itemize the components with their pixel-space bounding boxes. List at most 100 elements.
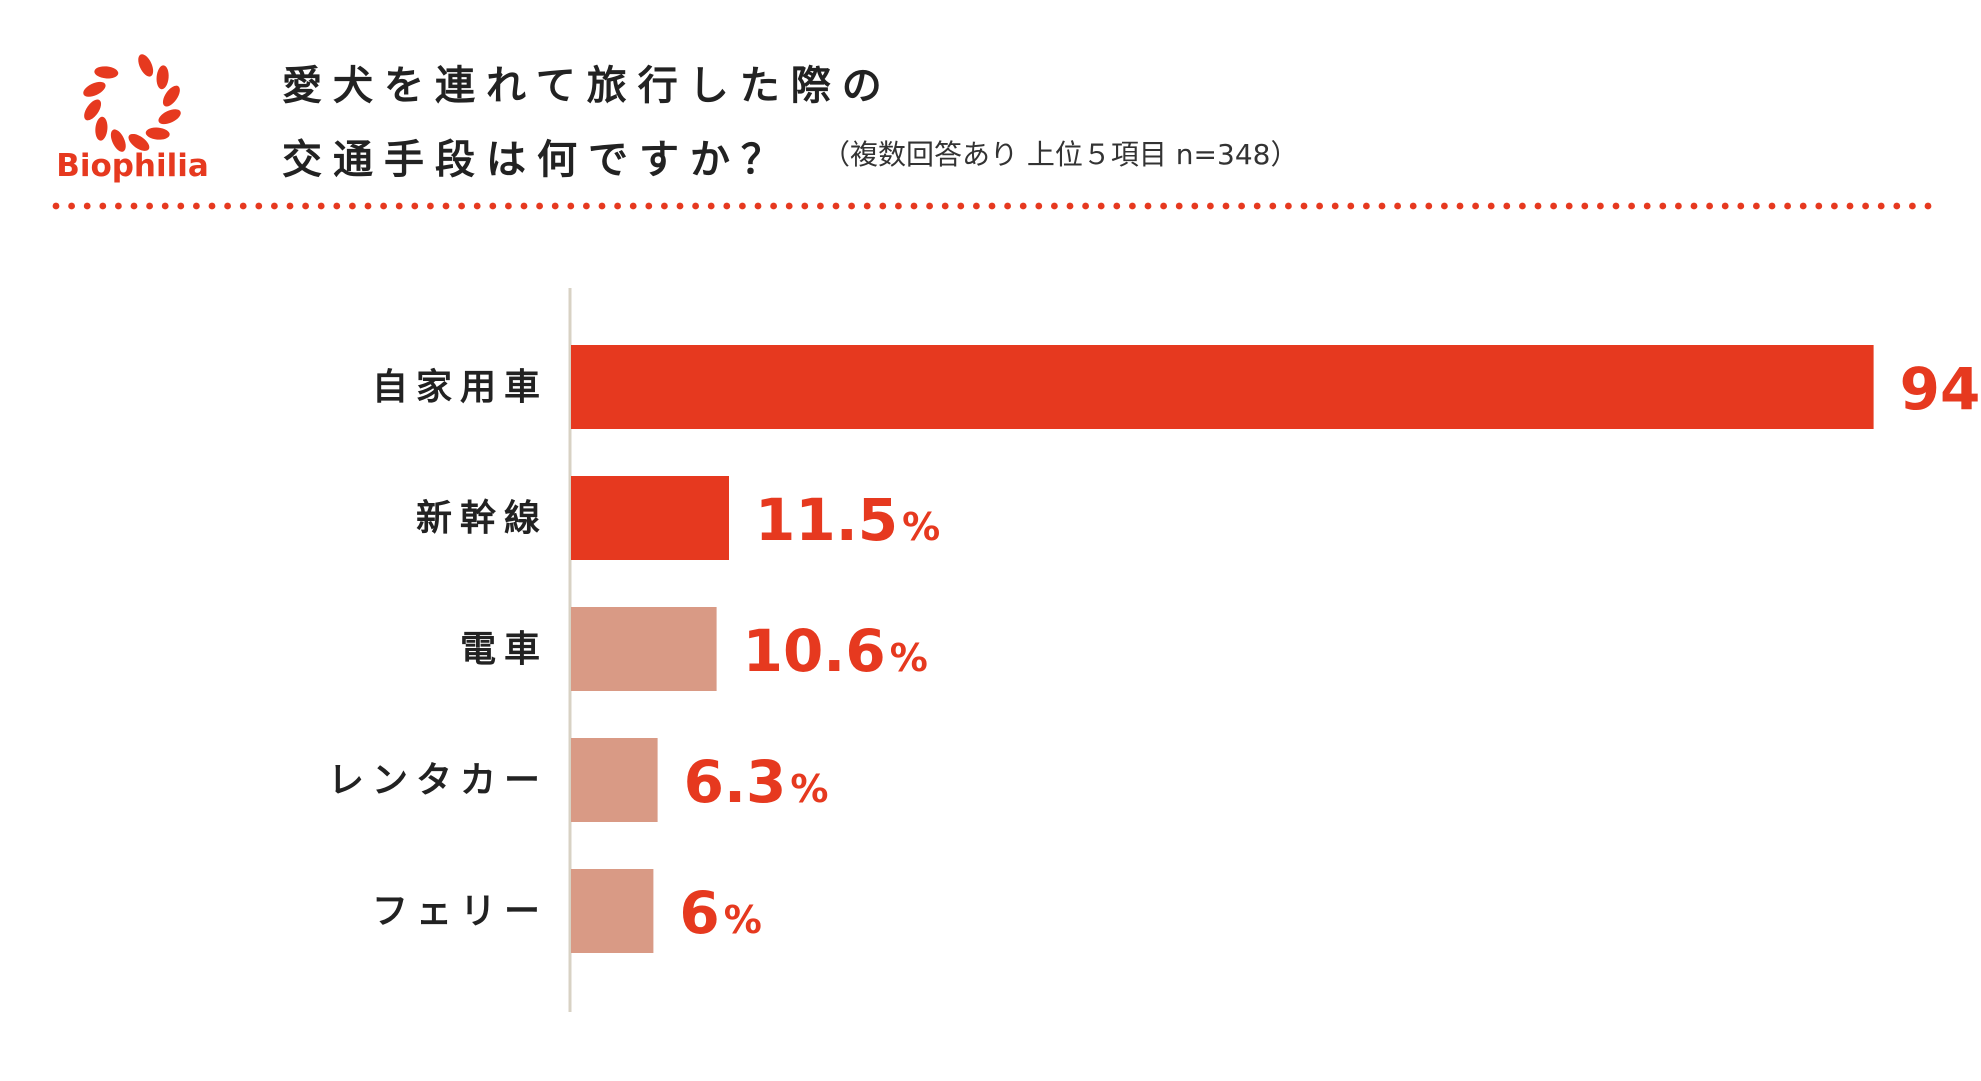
divider-dot	[349, 202, 356, 210]
divider-dot	[1877, 202, 1885, 210]
bar-1	[571, 345, 1874, 429]
divider-dot	[83, 202, 91, 210]
divider-dot	[458, 202, 465, 210]
divider-dot	[1643, 202, 1651, 210]
divider-dot	[941, 202, 949, 210]
value-number: 11.5	[755, 486, 898, 554]
divider-dot	[395, 202, 403, 210]
divider-dot	[411, 202, 419, 210]
divider-dot	[1144, 202, 1152, 210]
value-unit: %	[890, 636, 928, 680]
wreath-leaf	[158, 109, 181, 125]
divider-dot	[1909, 202, 1916, 210]
divider-dot	[193, 202, 200, 210]
divider-dot	[1269, 202, 1277, 210]
value-unit: %	[902, 505, 940, 549]
divider-dot	[161, 202, 169, 210]
category-label-3: 電車	[460, 629, 548, 670]
divider-dot	[988, 202, 996, 210]
divider-dot	[1347, 202, 1355, 210]
divider-dot	[208, 202, 216, 210]
divider-dot	[629, 202, 637, 210]
category-label-2: 新幹線	[416, 497, 548, 539]
divider-dot	[364, 202, 372, 210]
divider-dot	[1737, 202, 1745, 210]
wreath-leaf	[162, 85, 180, 107]
value-label-3: 10.6%	[743, 617, 928, 685]
wreath-leaf	[128, 133, 150, 151]
divider-dot	[1753, 202, 1760, 210]
divider-dot	[1175, 202, 1183, 210]
divider-dot	[1238, 202, 1245, 210]
page-title-line-1: 愛犬を連れて旅行した際の	[282, 63, 893, 109]
bar-3	[571, 607, 717, 691]
divider-dot	[286, 202, 294, 210]
divider-dot	[52, 202, 60, 210]
divider-dot	[1207, 202, 1214, 210]
divider-dot	[1799, 202, 1807, 210]
divider-dot	[99, 202, 107, 210]
divider-dot	[1300, 202, 1308, 210]
divider-dot	[910, 202, 918, 210]
divider-dot	[1316, 202, 1323, 210]
divider-dot	[879, 202, 887, 210]
divider-dot	[1004, 202, 1011, 210]
divider-dot	[1690, 202, 1698, 210]
divider-dot	[1113, 202, 1121, 210]
divider-dot	[895, 202, 902, 210]
divider-dot	[146, 202, 153, 210]
divider-dot	[520, 202, 528, 210]
divider-dot	[224, 202, 232, 210]
bar-4	[571, 738, 658, 822]
divider-dot	[536, 202, 543, 210]
divider-dot	[1082, 202, 1089, 210]
divider-dot	[177, 202, 185, 210]
divider-dot	[255, 202, 263, 210]
divider-dot	[1487, 202, 1495, 210]
divider-dot	[848, 202, 855, 210]
divider-dot	[1675, 202, 1682, 210]
divider-dot	[801, 202, 809, 210]
divider-dot	[239, 202, 247, 210]
logo-text: Biophilia	[56, 148, 209, 184]
value-number: 94.8	[1900, 355, 1981, 423]
brand-logo: Biophilia	[50, 48, 215, 198]
divider-dot	[442, 202, 450, 210]
divider-dot	[723, 202, 731, 210]
wreath-leaf	[95, 116, 108, 141]
divider-dot	[1534, 202, 1542, 210]
divider-dot	[567, 202, 575, 210]
divider-dot	[68, 202, 75, 210]
divider-dot	[1581, 202, 1589, 210]
value-number: 6.3	[684, 748, 787, 816]
divider-dot	[645, 202, 653, 210]
divider-dot	[785, 202, 793, 210]
wreath-leaf	[145, 127, 170, 140]
divider-dot	[973, 202, 980, 210]
divider-dot	[473, 202, 481, 210]
wreath-leaf	[138, 54, 154, 77]
category-label-1: 自家用車	[372, 367, 548, 408]
value-number: 10.6	[743, 617, 886, 685]
divider-dot	[115, 202, 122, 210]
divider-dot	[1394, 202, 1401, 210]
divider-dot	[1768, 202, 1776, 210]
divider-dot	[1456, 202, 1464, 210]
divider-dot	[1409, 202, 1417, 210]
divider-dot	[817, 202, 824, 210]
wreath-leaf	[94, 66, 119, 79]
divider-dot	[1924, 202, 1932, 210]
divider-dot	[739, 202, 746, 210]
divider-dot	[832, 202, 840, 210]
divider-dot	[1612, 202, 1620, 210]
divider-dot	[1019, 202, 1027, 210]
dotted-divider	[52, 202, 1932, 210]
wreath-leaf	[84, 99, 102, 121]
divider-dot	[1378, 202, 1386, 210]
divider-dot	[1129, 202, 1136, 210]
divider-dot	[1363, 202, 1370, 210]
bar-5	[571, 869, 654, 953]
divider-dot	[1659, 202, 1667, 210]
divider-dot	[754, 202, 762, 210]
